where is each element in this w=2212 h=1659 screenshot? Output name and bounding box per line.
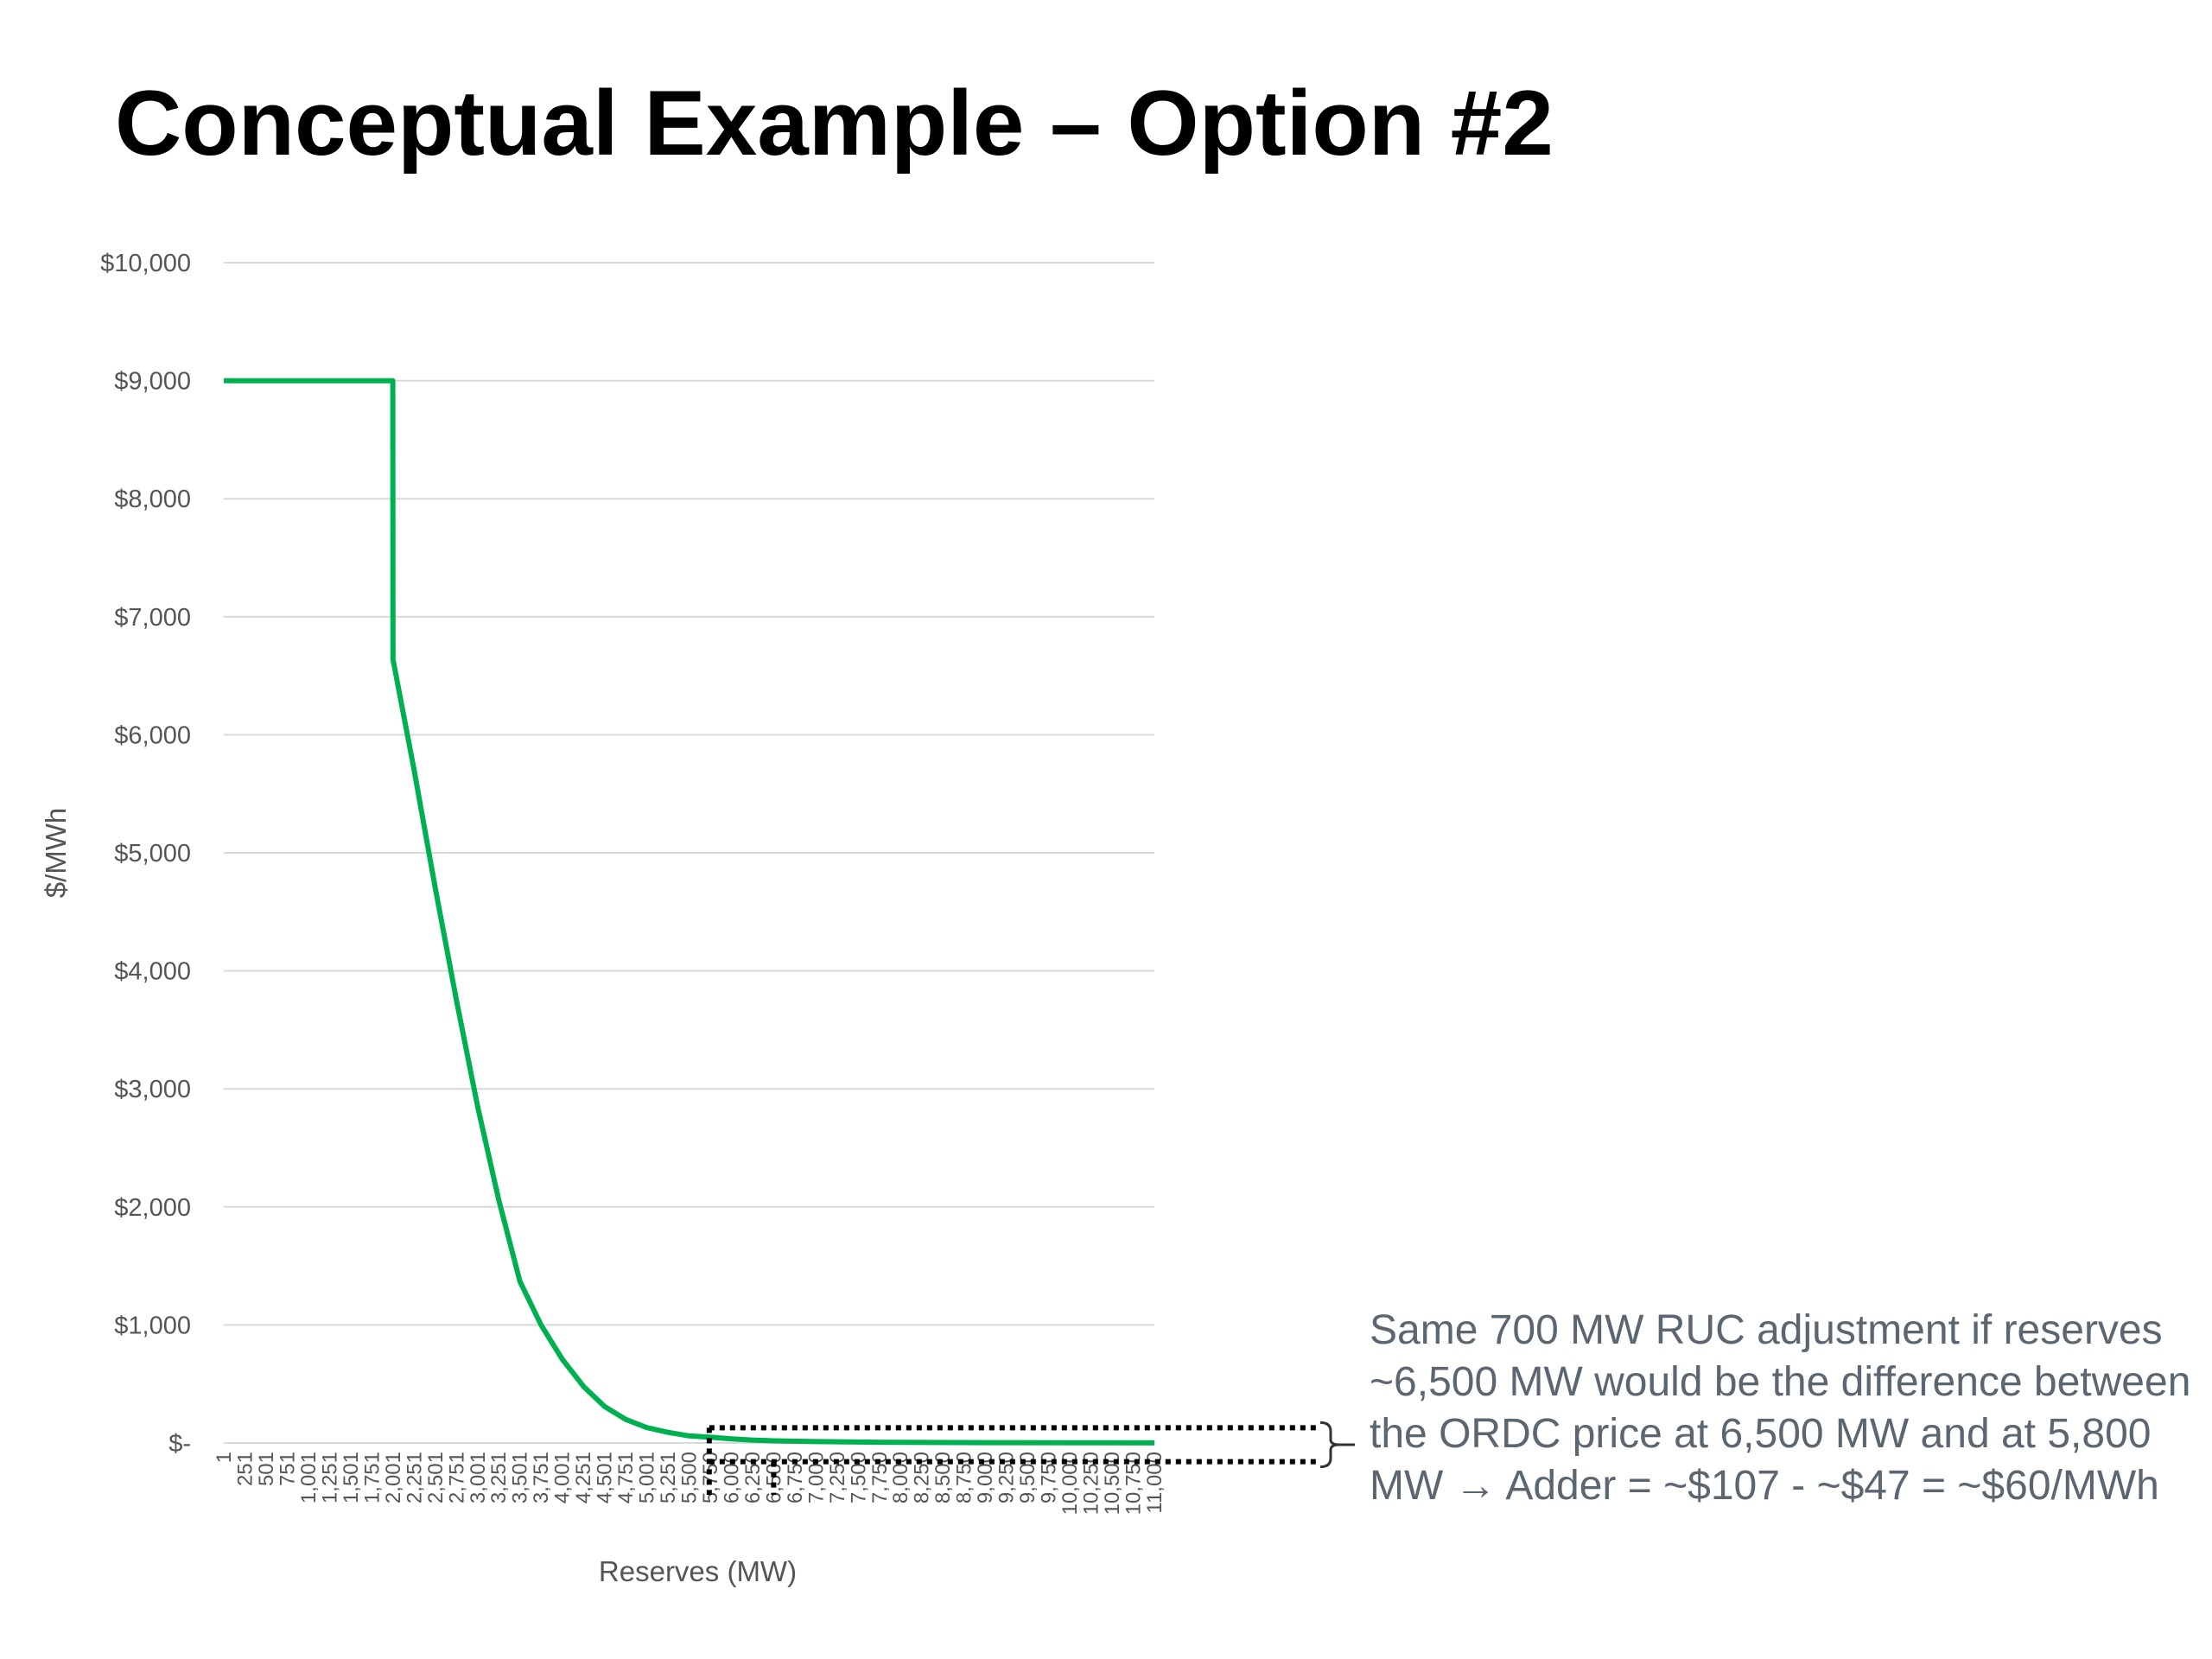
x-tick-label: 3,001 bbox=[467, 1452, 490, 1503]
y-tick-labels: $- $1,000 $2,000 $3,000 $4,000 $5,000 $6,000 $7… bbox=[100, 250, 191, 1458]
x-tick-label: 501 bbox=[255, 1452, 278, 1486]
x-tick-label: 4,751 bbox=[614, 1452, 638, 1503]
x-tick-label: 2,251 bbox=[403, 1452, 426, 1503]
x-tick-label: 1,001 bbox=[297, 1452, 321, 1503]
x-tick-label: 4,251 bbox=[572, 1452, 595, 1503]
y-tick-label: $6,000 bbox=[114, 721, 191, 749]
y-tick-label: $- bbox=[168, 1430, 191, 1458]
x-tick-label: 5,500 bbox=[677, 1452, 701, 1503]
y-tick-label: $8,000 bbox=[114, 486, 191, 513]
x-tick-label: 1,501 bbox=[340, 1452, 363, 1503]
x-tick-label: 5,001 bbox=[636, 1452, 659, 1503]
annotation-text: Same 700 MW RUC adjustment if reserves ~… bbox=[1370, 1307, 2191, 1509]
x-tick-label: 2,501 bbox=[424, 1452, 448, 1503]
x-tick-label: 9,750 bbox=[1038, 1452, 1061, 1503]
x-tick-label: 2,751 bbox=[445, 1452, 468, 1503]
x-tick-label: 4,001 bbox=[551, 1452, 575, 1503]
grid-lines bbox=[224, 262, 1154, 1444]
y-tick-label: $3,000 bbox=[114, 1076, 191, 1103]
y-axis-label: $/MWh bbox=[40, 808, 72, 899]
y-tick-label: $4,000 bbox=[114, 958, 191, 986]
x-tick-label: 751 bbox=[276, 1452, 299, 1486]
y-tick-label: $7,000 bbox=[114, 604, 191, 632]
x-tick-label: 1 bbox=[213, 1452, 236, 1463]
x-tick-label: 4,501 bbox=[594, 1452, 617, 1503]
y-tick-label: $5,000 bbox=[114, 840, 191, 868]
y-tick-label: $1,000 bbox=[114, 1312, 191, 1339]
x-tick-label: 251 bbox=[233, 1452, 257, 1486]
x-tick-label: 3,251 bbox=[487, 1452, 511, 1503]
x-tick-label: 5,251 bbox=[657, 1452, 680, 1503]
slide-title: Conceptual Example – Option #2 bbox=[115, 71, 1554, 175]
x-axis-label: Reserves (MW) bbox=[599, 1555, 797, 1587]
x-tick-label: 3,751 bbox=[530, 1452, 553, 1503]
x-tick-label: 9,500 bbox=[1016, 1452, 1039, 1503]
ordc-curve bbox=[224, 378, 1155, 1446]
y-tick-label: $9,000 bbox=[114, 368, 191, 396]
x-tick-label: 2,001 bbox=[382, 1452, 405, 1503]
annotation-markers bbox=[706, 1421, 1355, 1495]
series-layer bbox=[224, 378, 1155, 1446]
x-tick-label: 1,251 bbox=[318, 1452, 341, 1503]
bracket-icon bbox=[1319, 1421, 1340, 1469]
x-tick-label: 1,751 bbox=[360, 1452, 384, 1503]
y-tick-label: $10,000 bbox=[100, 250, 191, 277]
y-tick-label: $2,000 bbox=[114, 1194, 191, 1222]
x-tick-label: 3,501 bbox=[509, 1452, 532, 1503]
